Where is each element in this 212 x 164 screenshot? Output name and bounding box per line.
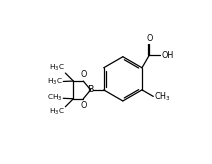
Text: H$_3$C: H$_3$C: [47, 76, 62, 87]
Text: H$_3$C: H$_3$C: [49, 107, 64, 117]
Text: OH: OH: [161, 51, 173, 60]
Text: CH$_3$: CH$_3$: [154, 90, 171, 103]
Text: B: B: [88, 85, 94, 94]
Text: O: O: [146, 34, 153, 43]
Text: H$_3$C: H$_3$C: [49, 62, 64, 73]
Text: O: O: [81, 70, 87, 79]
Text: O: O: [81, 101, 87, 110]
Text: CH$_3$: CH$_3$: [47, 93, 62, 103]
